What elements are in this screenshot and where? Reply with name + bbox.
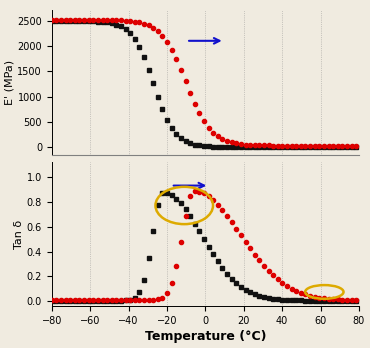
- Y-axis label: Tan δ: Tan δ: [14, 220, 24, 249]
- Y-axis label: E' (MPa): E' (MPa): [4, 60, 14, 105]
- X-axis label: Temperature (°C): Temperature (°C): [145, 330, 266, 343]
